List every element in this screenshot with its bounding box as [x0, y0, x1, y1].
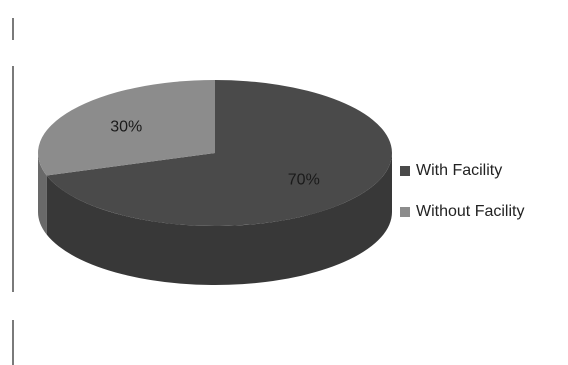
- pie-slice-without-facility: [37, 80, 216, 176]
- pie-side-with-facility: [46, 153, 393, 285]
- data-label-with-facility: 70%: [288, 172, 320, 189]
- pie-sides: [38, 153, 393, 285]
- chart-legend: With Facility Without Facility: [400, 160, 524, 242]
- left-axis-line: [12, 320, 14, 365]
- legend-swatch-with-facility: [400, 166, 410, 176]
- pie-side-without-facility: [38, 153, 47, 235]
- legend-swatch-without-facility: [400, 207, 410, 217]
- pie-slice-with-facility: [46, 80, 392, 226]
- left-axis-line: [12, 66, 14, 292]
- legend-label: With Facility: [416, 162, 503, 179]
- legend-label: Without Facility: [416, 203, 525, 220]
- left-axis-line: [12, 18, 14, 40]
- legend-item: With Facility: [400, 160, 524, 182]
- data-label-without-facility: 30%: [110, 118, 142, 135]
- legend-item: Without Facility: [400, 201, 524, 223]
- pie-tops: [37, 80, 392, 226]
- pie-labels: 70% 30%: [110, 118, 320, 188]
